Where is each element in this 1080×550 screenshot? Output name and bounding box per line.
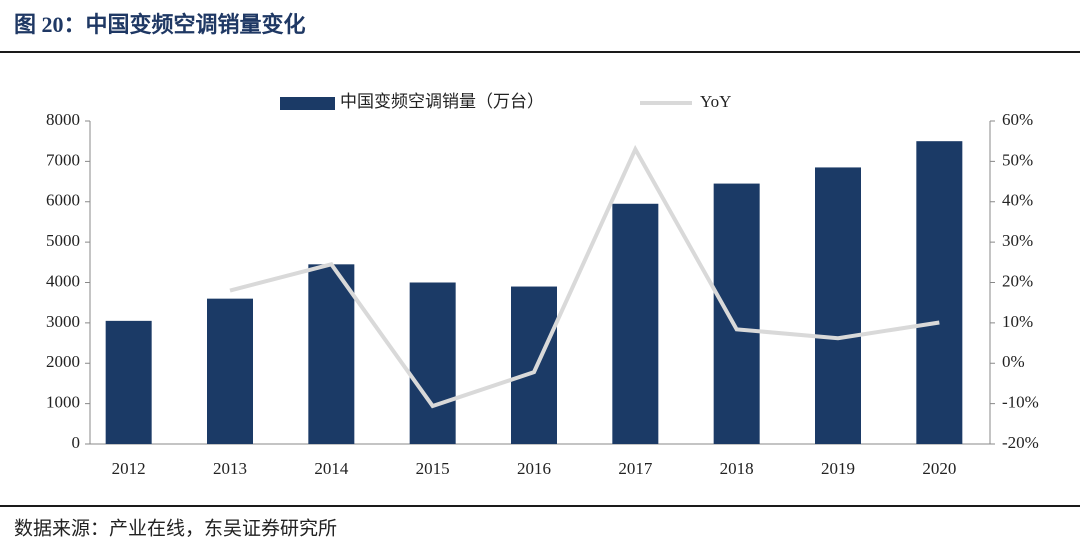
x-tick-label: 2017	[618, 459, 653, 478]
x-tick-label: 2015	[416, 459, 450, 478]
y-tick-label: 2000	[46, 352, 80, 371]
y2-tick-label: 0%	[1002, 352, 1025, 371]
y-tick-label: 1000	[46, 393, 80, 412]
y-tick-label: 5000	[46, 231, 80, 250]
bar	[511, 286, 557, 444]
y2-tick-label: 40%	[1002, 191, 1033, 210]
legend-label: 中国变频空调销量（万台）	[340, 92, 544, 111]
chart-title: 图 20：中国变频空调销量变化	[14, 12, 306, 37]
y2-tick-label: 60%	[1002, 110, 1033, 129]
y2-tick-label: 20%	[1002, 271, 1033, 290]
yoy-line	[229, 144, 940, 409]
y2-tick-label: -10%	[1002, 393, 1039, 412]
bar	[713, 183, 760, 445]
bar	[105, 320, 152, 444]
bar	[815, 167, 861, 444]
source: 数据来源：产业在线，东吴证券研究所	[14, 517, 337, 539]
y2-tick-label: 30%	[1002, 231, 1033, 250]
legend-label: YoY	[700, 92, 731, 111]
bar	[612, 203, 659, 444]
bar	[409, 282, 456, 444]
y2-tick-label: -20%	[1002, 433, 1039, 452]
x-tick-label: 2013	[213, 459, 247, 478]
bar	[308, 264, 355, 444]
x-tick-label: 2020	[922, 459, 956, 478]
y-tick-label: 4000	[46, 271, 80, 290]
x-tick-label: 2016	[517, 459, 551, 478]
y2-tick-label: 50%	[1002, 150, 1033, 169]
legend-swatch	[280, 97, 335, 110]
x-tick-label: 2014	[314, 459, 349, 478]
y-tick-label: 0	[72, 433, 81, 452]
y2-tick-label: 10%	[1002, 312, 1033, 331]
x-tick-label: 2018	[720, 459, 754, 478]
bar	[207, 298, 253, 444]
x-tick-label: 2019	[821, 459, 855, 478]
y-tick-label: 3000	[46, 312, 80, 331]
bar	[916, 141, 963, 444]
x-tick-label: 2012	[112, 459, 146, 478]
y-tick-label: 7000	[46, 150, 80, 169]
y-tick-label: 8000	[46, 110, 80, 129]
y-tick-label: 6000	[46, 191, 80, 210]
